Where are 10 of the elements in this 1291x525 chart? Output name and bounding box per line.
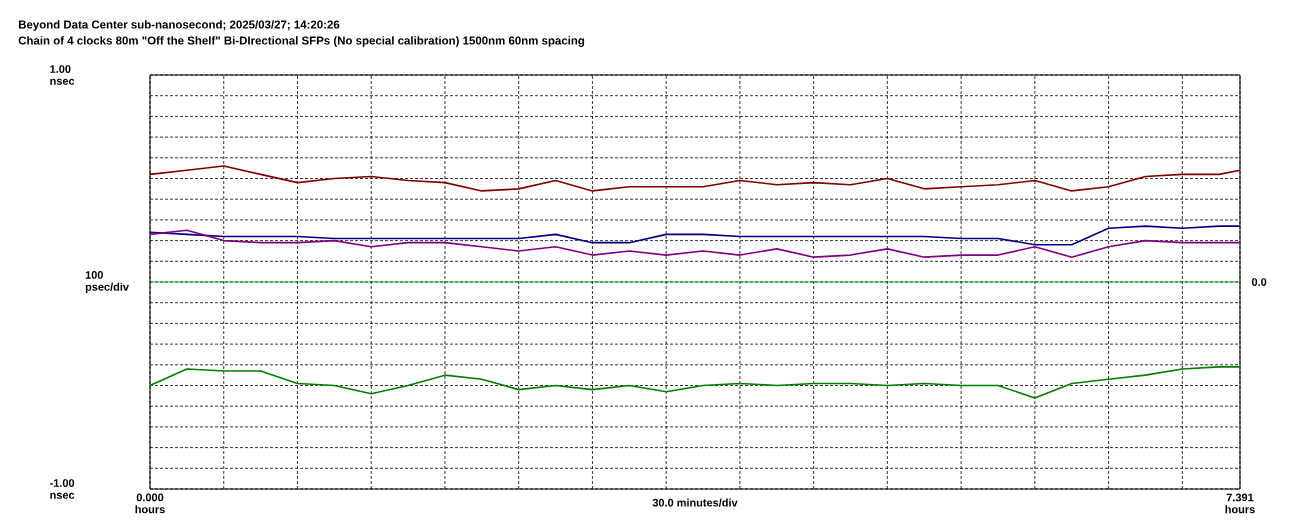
line-series (149, 366, 1241, 399)
x-tick-label: 7.391 hours (1225, 493, 1255, 514)
chart-subtitle: Chain of 4 clocks 80m "Off the Shelf" Bi-DIrectional SFPs (No special calibration) 1500nm 60nm spacing (18, 36, 585, 47)
x-axis-title: 30.0 minutes/div (652, 498, 738, 507)
ref-line-label: 0.0 (1251, 278, 1267, 286)
chart-title: Beyond Data Center sub-nanosecond; 2025/03/27; 14:20:26 (18, 20, 340, 31)
y-tick-label: -1.00 nsec (50, 479, 75, 499)
x-tick-label: 0.000 hours (135, 493, 165, 514)
y-axis-title: 100 psec/div (85, 271, 129, 293)
y-tick-label: 1.00 nsec (50, 65, 75, 85)
